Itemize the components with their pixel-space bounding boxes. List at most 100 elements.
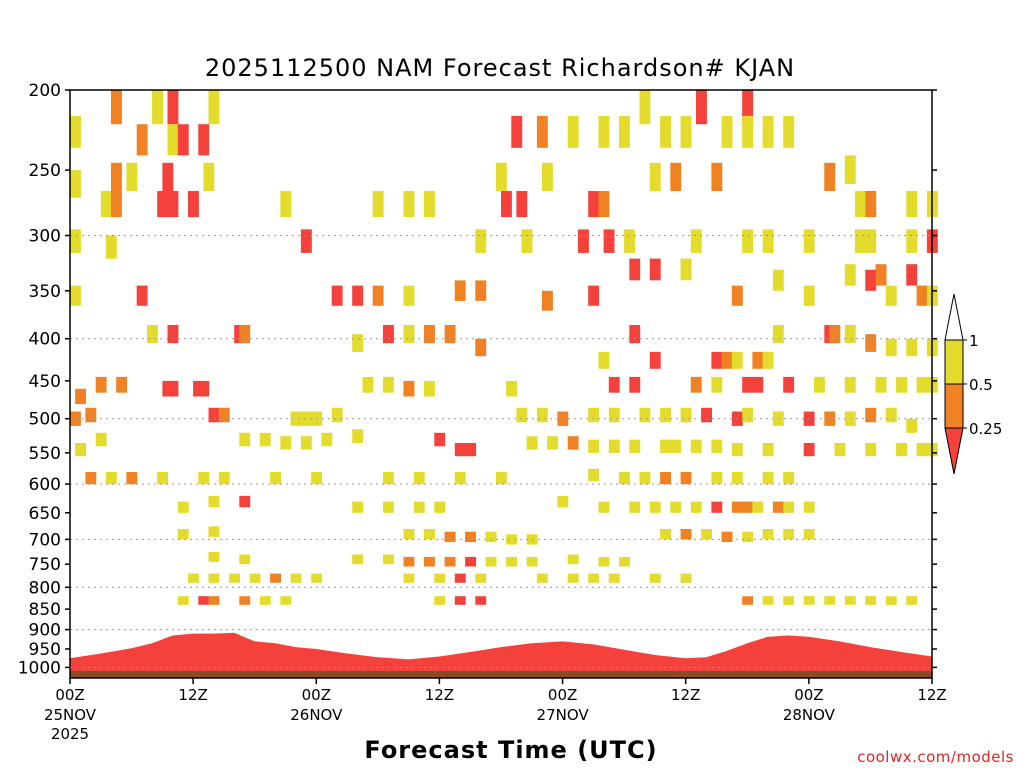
ri-cell [742, 229, 754, 253]
ri-cell [844, 264, 856, 286]
ri-cell [516, 191, 528, 218]
ri-cell [742, 376, 754, 393]
ri-cell [721, 531, 733, 542]
y-tick-label: 650 [29, 504, 61, 524]
x-tick-label: 00Z [794, 686, 823, 704]
ri-cell [444, 531, 456, 542]
ri-cell [829, 325, 841, 344]
ri-cell [670, 501, 682, 513]
y-tick-label: 800 [29, 578, 61, 598]
ri-cell [85, 407, 97, 423]
y-tick-label: 950 [29, 640, 61, 660]
ri-cell [403, 325, 415, 344]
ri-cell [475, 338, 487, 357]
x-tick-label: 12Z [178, 686, 207, 704]
ri-cell [603, 229, 615, 253]
ri-cell [75, 443, 86, 457]
ri-cell [383, 376, 394, 393]
ri-cell [177, 529, 189, 540]
ri-cell [259, 432, 271, 447]
ri-cell [762, 596, 774, 605]
ri-cell [536, 573, 548, 583]
ri-cell [362, 376, 374, 393]
ri-cell [803, 529, 815, 540]
ri-cell [229, 573, 240, 583]
y-tick-label: 700 [29, 530, 61, 550]
ri-cell [239, 554, 251, 565]
x-tick-date: 28NOV [783, 706, 836, 724]
ri-cell [834, 443, 846, 457]
ri-cell [619, 115, 630, 148]
ri-cell [511, 115, 523, 148]
x-tick-label: 12Z [917, 686, 946, 704]
ri-cell [239, 495, 251, 508]
ri-cell [424, 191, 435, 218]
ri-cell [116, 376, 128, 393]
ri-cell [629, 439, 641, 453]
ri-cell [475, 280, 487, 301]
ri-cell [885, 407, 897, 423]
ri-cell [311, 472, 323, 485]
ri-cell [95, 432, 107, 447]
ri-cell [865, 407, 877, 423]
ri-cell [167, 380, 179, 397]
y-tick-label: 500 [29, 410, 61, 430]
ri-cell [916, 285, 928, 306]
ri-cell [198, 124, 210, 156]
ri-cell [629, 501, 641, 513]
ri-cell [608, 439, 620, 453]
ri-cell [639, 407, 651, 423]
ri-cell [526, 436, 538, 450]
ri-cell [280, 191, 292, 218]
ri-cell [167, 90, 179, 125]
ground-fill [70, 671, 932, 678]
ri-cell [906, 191, 918, 218]
ri-cell [865, 269, 877, 291]
ri-cell [454, 443, 466, 457]
ri-cell [916, 443, 928, 457]
ri-cell [198, 472, 210, 485]
ri-cell [208, 495, 220, 508]
ri-cell [383, 472, 394, 485]
ri-cell [331, 407, 343, 423]
ri-cell [680, 258, 692, 281]
ri-cell [680, 407, 692, 423]
ri-cell [906, 264, 918, 286]
ri-cell [906, 596, 918, 605]
ri-cell [126, 162, 138, 191]
ri-cell [208, 552, 220, 562]
ri-cell [424, 529, 435, 540]
ri-cell [824, 596, 836, 605]
ri-cell [239, 325, 251, 344]
ri-cell [567, 115, 579, 148]
ri-cell [352, 429, 364, 443]
ri-cell [434, 596, 446, 605]
ri-cell [762, 472, 774, 485]
ri-cell [711, 351, 723, 369]
ri-cell [824, 411, 836, 426]
ri-cell [875, 264, 887, 286]
ri-cell [629, 325, 641, 344]
ri-cell [372, 285, 384, 306]
ri-cell [218, 472, 230, 485]
ri-cell [526, 556, 538, 567]
legend: 1 0.5 0.25 [944, 293, 1002, 475]
ri-cell [239, 596, 251, 605]
ri-cell [321, 432, 333, 447]
ri-cell [624, 229, 635, 253]
ri-cell [885, 338, 897, 357]
ri-cell [742, 596, 754, 605]
ri-cell [557, 495, 569, 508]
ri-cell [105, 235, 117, 259]
ri-cell [762, 351, 774, 369]
ri-cell [475, 229, 487, 253]
plot-area [70, 90, 938, 678]
ri-cell [783, 529, 795, 540]
ri-cell [865, 443, 877, 457]
ri-cell [136, 285, 148, 306]
ri-cell [772, 501, 784, 513]
ri-cell [731, 351, 743, 369]
ri-cell [111, 90, 122, 125]
ri-cell [742, 501, 754, 513]
